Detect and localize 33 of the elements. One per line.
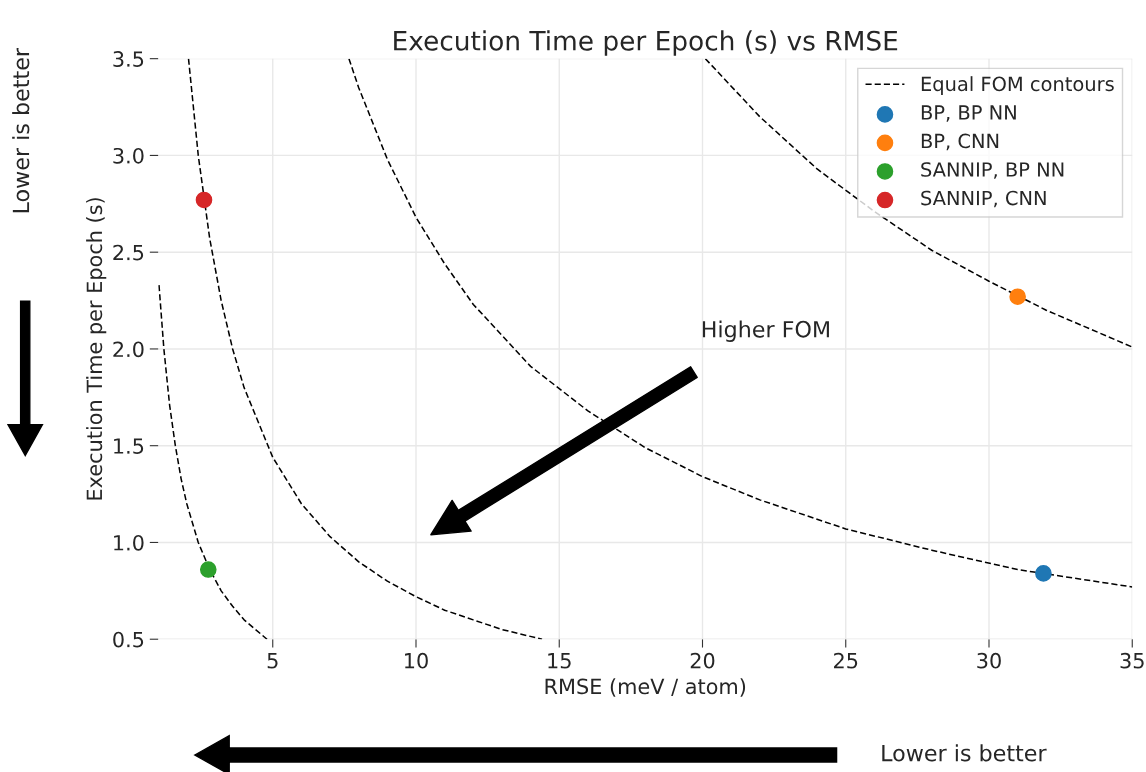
text: Lower is better	[12, 48, 30, 213]
line-series	[158, 284, 268, 640]
y-tick-label: 2.0	[113, 341, 144, 358]
x-tick-label: 35	[1120, 652, 1144, 669]
point	[1035, 565, 1052, 582]
point	[195, 191, 213, 209]
legend-label: Equal FOM contours	[921, 76, 1114, 95]
line-series	[187, 58, 543, 640]
legend-label: BP, CNN	[921, 133, 999, 151]
y-tick-label: 1.0	[114, 534, 144, 551]
chart-title: Execution Time per Epoch (s) vs RMSE	[394, 30, 898, 56]
legend-label: BP, BP NN	[921, 105, 1016, 122]
x-tick-label: 25	[834, 652, 858, 669]
y-axis-title: Execution Time per Epoch (s)	[86, 198, 107, 500]
y-tick-label: 0.5	[113, 631, 144, 648]
x-tick-label: 15	[548, 653, 571, 669]
text: Lower is better	[882, 744, 1047, 762]
x-tick-label: 30	[977, 652, 1001, 669]
annotation: Higher FOM	[702, 320, 829, 342]
legend-label: SANNIP, BP NN	[921, 162, 1064, 179]
x-tick-label: 10	[405, 652, 428, 669]
y-tick-label: 3.0	[113, 147, 144, 164]
line-series	[348, 58, 1133, 588]
y-tick-label: 3.5	[113, 51, 144, 67]
y-tick-label: 1.5	[114, 438, 144, 454]
line-series	[704, 58, 1133, 348]
legend-label: SANNIP, CNN	[921, 190, 1046, 208]
x-tick-label: 20	[690, 652, 715, 669]
y-tick-label: 2.5	[113, 244, 144, 261]
point	[199, 561, 217, 578]
x-axis-title: RMSE (meV / atom)	[545, 678, 746, 697]
x-tick-label: 5	[267, 653, 278, 669]
point	[1009, 288, 1026, 305]
